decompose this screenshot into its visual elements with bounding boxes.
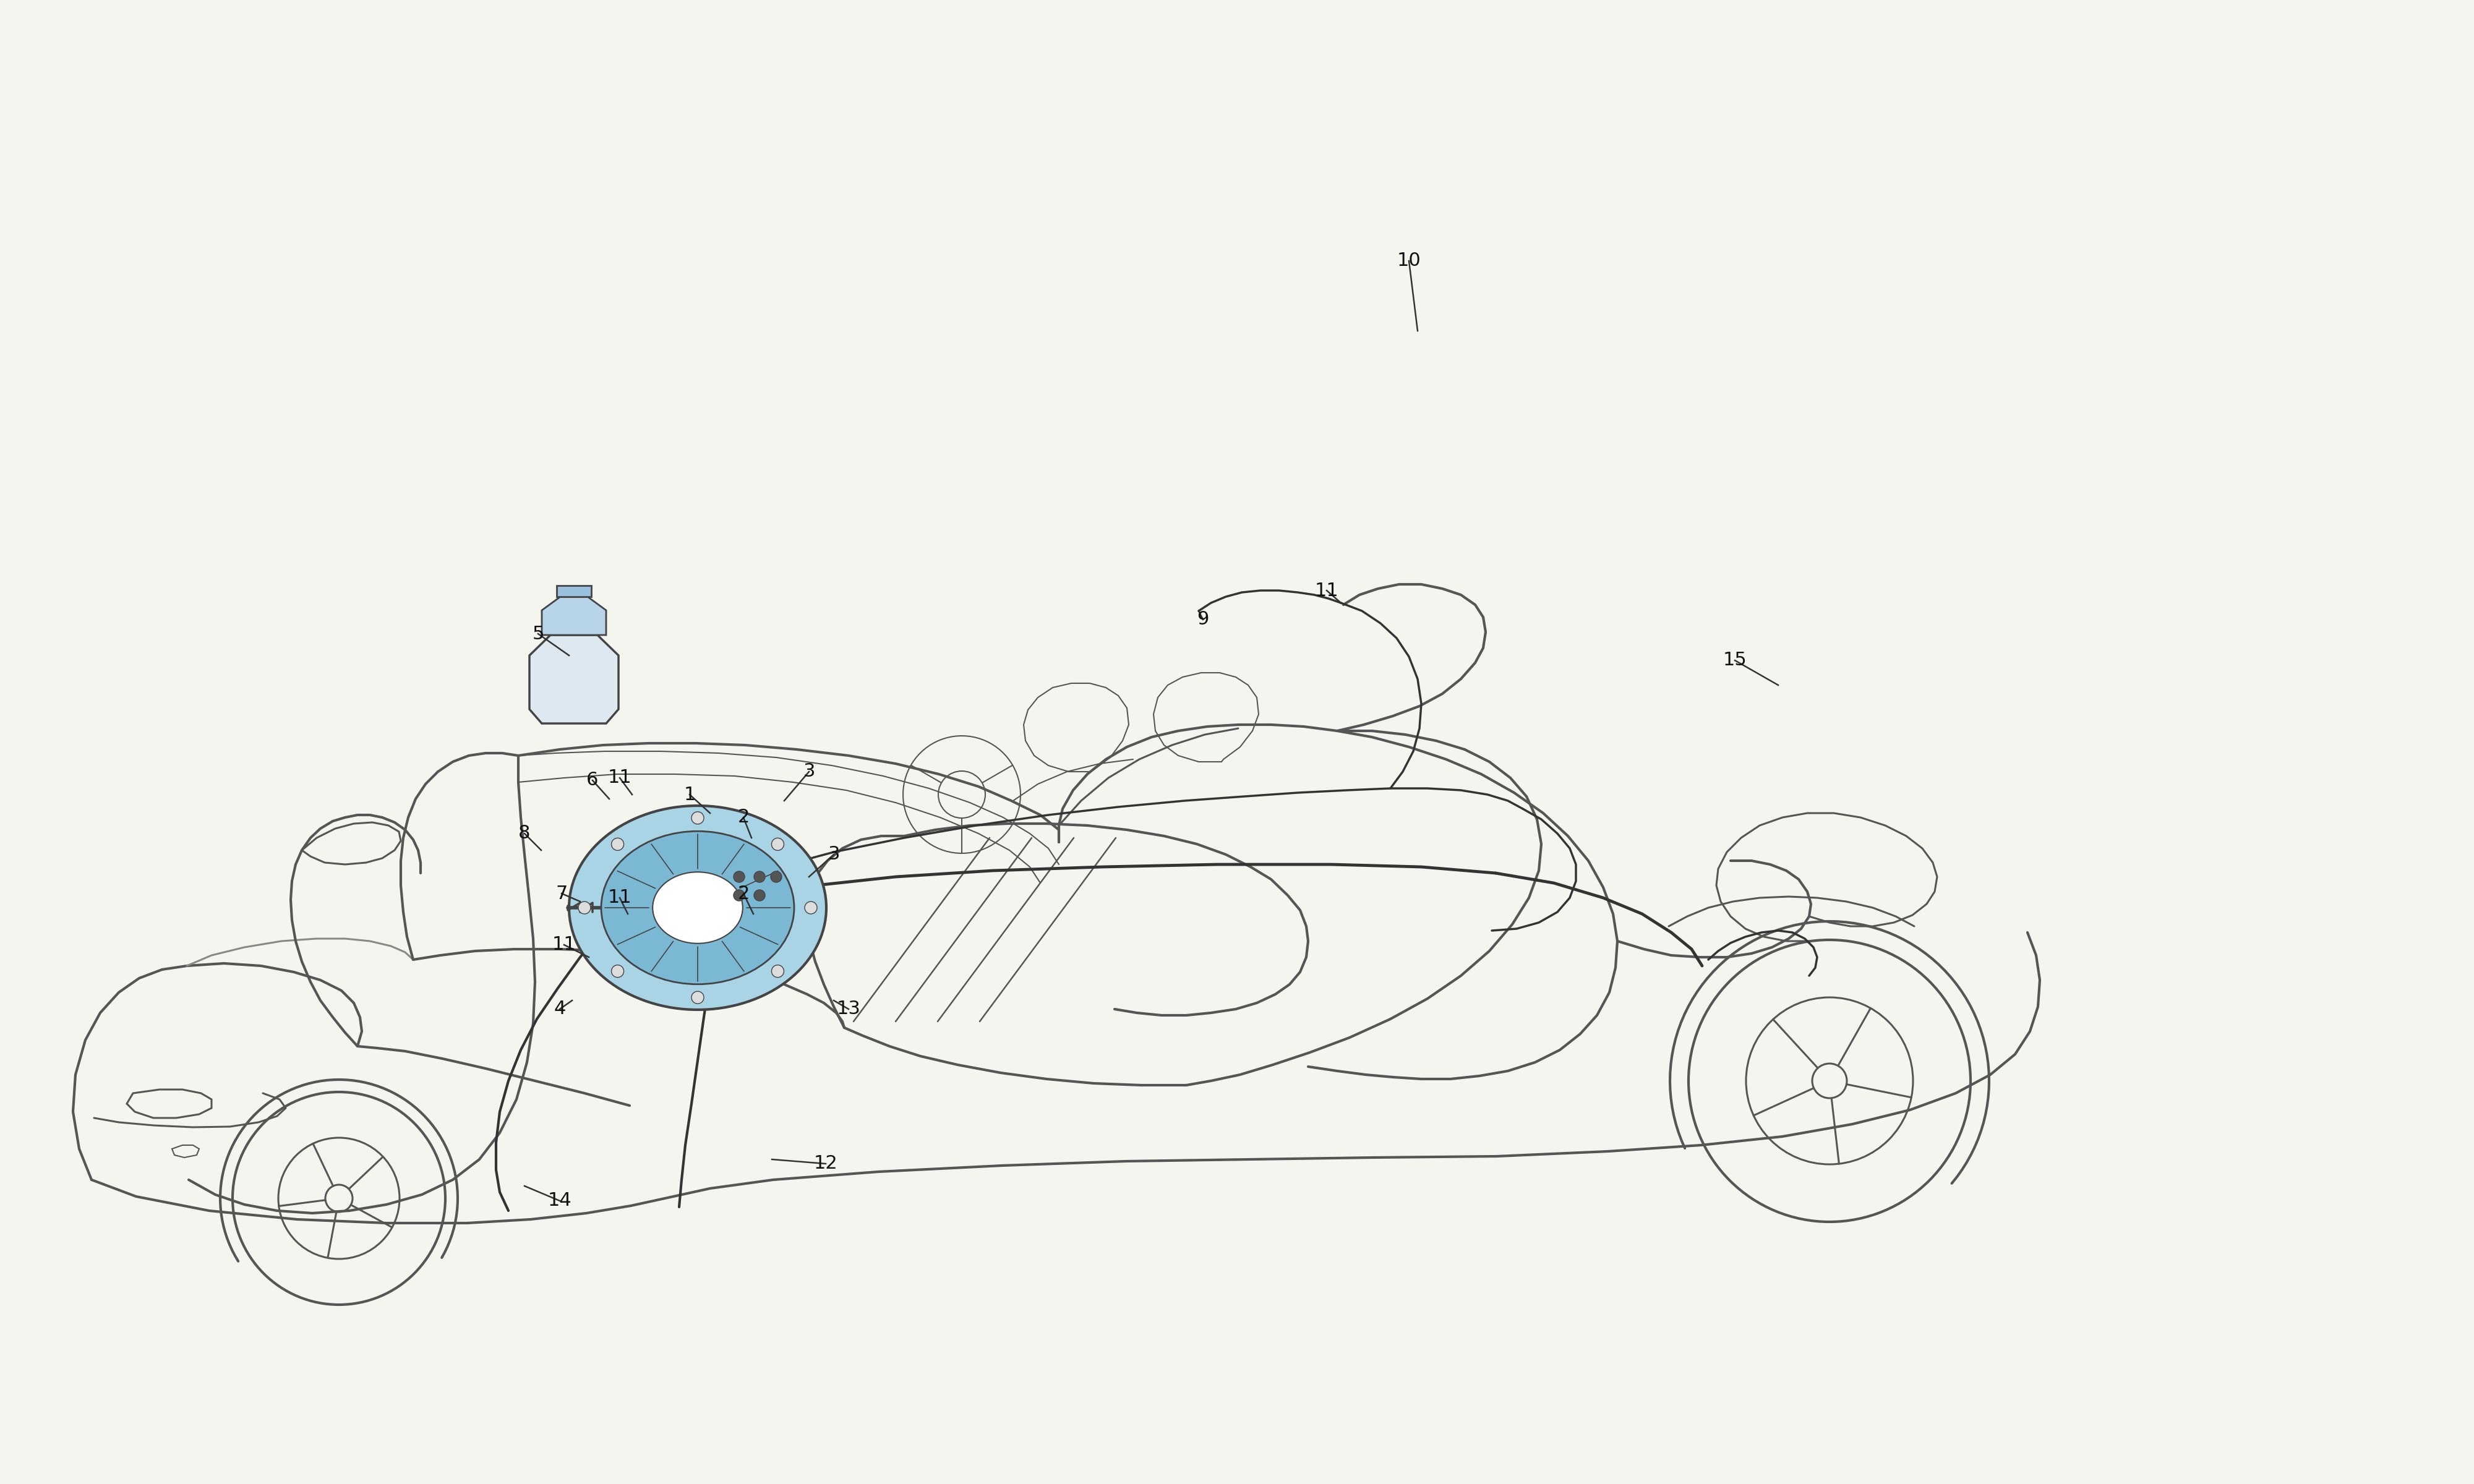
Text: 11: 11 (609, 889, 631, 907)
Ellipse shape (772, 838, 784, 850)
Text: 11: 11 (609, 769, 631, 787)
Polygon shape (529, 635, 618, 723)
Circle shape (755, 890, 764, 901)
Text: 12: 12 (814, 1155, 839, 1172)
Text: 9: 9 (1197, 610, 1210, 629)
Ellipse shape (693, 991, 705, 1003)
Text: 5: 5 (532, 625, 544, 643)
Ellipse shape (611, 965, 623, 978)
Text: 6: 6 (586, 772, 599, 789)
Circle shape (732, 890, 745, 901)
Text: 11: 11 (1314, 582, 1338, 600)
Text: 15: 15 (1722, 651, 1747, 669)
Text: 10: 10 (1398, 252, 1420, 270)
Text: 3: 3 (804, 763, 814, 781)
Ellipse shape (772, 965, 784, 978)
Text: 1: 1 (683, 785, 695, 803)
Ellipse shape (601, 831, 794, 984)
Polygon shape (557, 586, 591, 597)
Ellipse shape (611, 838, 623, 850)
Polygon shape (604, 905, 643, 929)
Text: 2: 2 (737, 809, 750, 827)
Ellipse shape (653, 873, 742, 944)
Text: 14: 14 (547, 1192, 571, 1209)
Circle shape (732, 871, 745, 883)
Text: 11: 11 (552, 936, 576, 954)
Text: 2: 2 (737, 884, 750, 902)
Ellipse shape (804, 901, 816, 914)
Ellipse shape (569, 806, 826, 1009)
Ellipse shape (579, 901, 591, 914)
Ellipse shape (693, 812, 705, 824)
Text: 13: 13 (836, 1000, 861, 1018)
Circle shape (755, 871, 764, 883)
Text: 7: 7 (557, 884, 567, 902)
Text: 4: 4 (554, 1000, 567, 1018)
Polygon shape (542, 597, 606, 635)
Text: 3: 3 (829, 846, 839, 864)
Text: 8: 8 (520, 825, 529, 843)
Circle shape (772, 871, 782, 883)
